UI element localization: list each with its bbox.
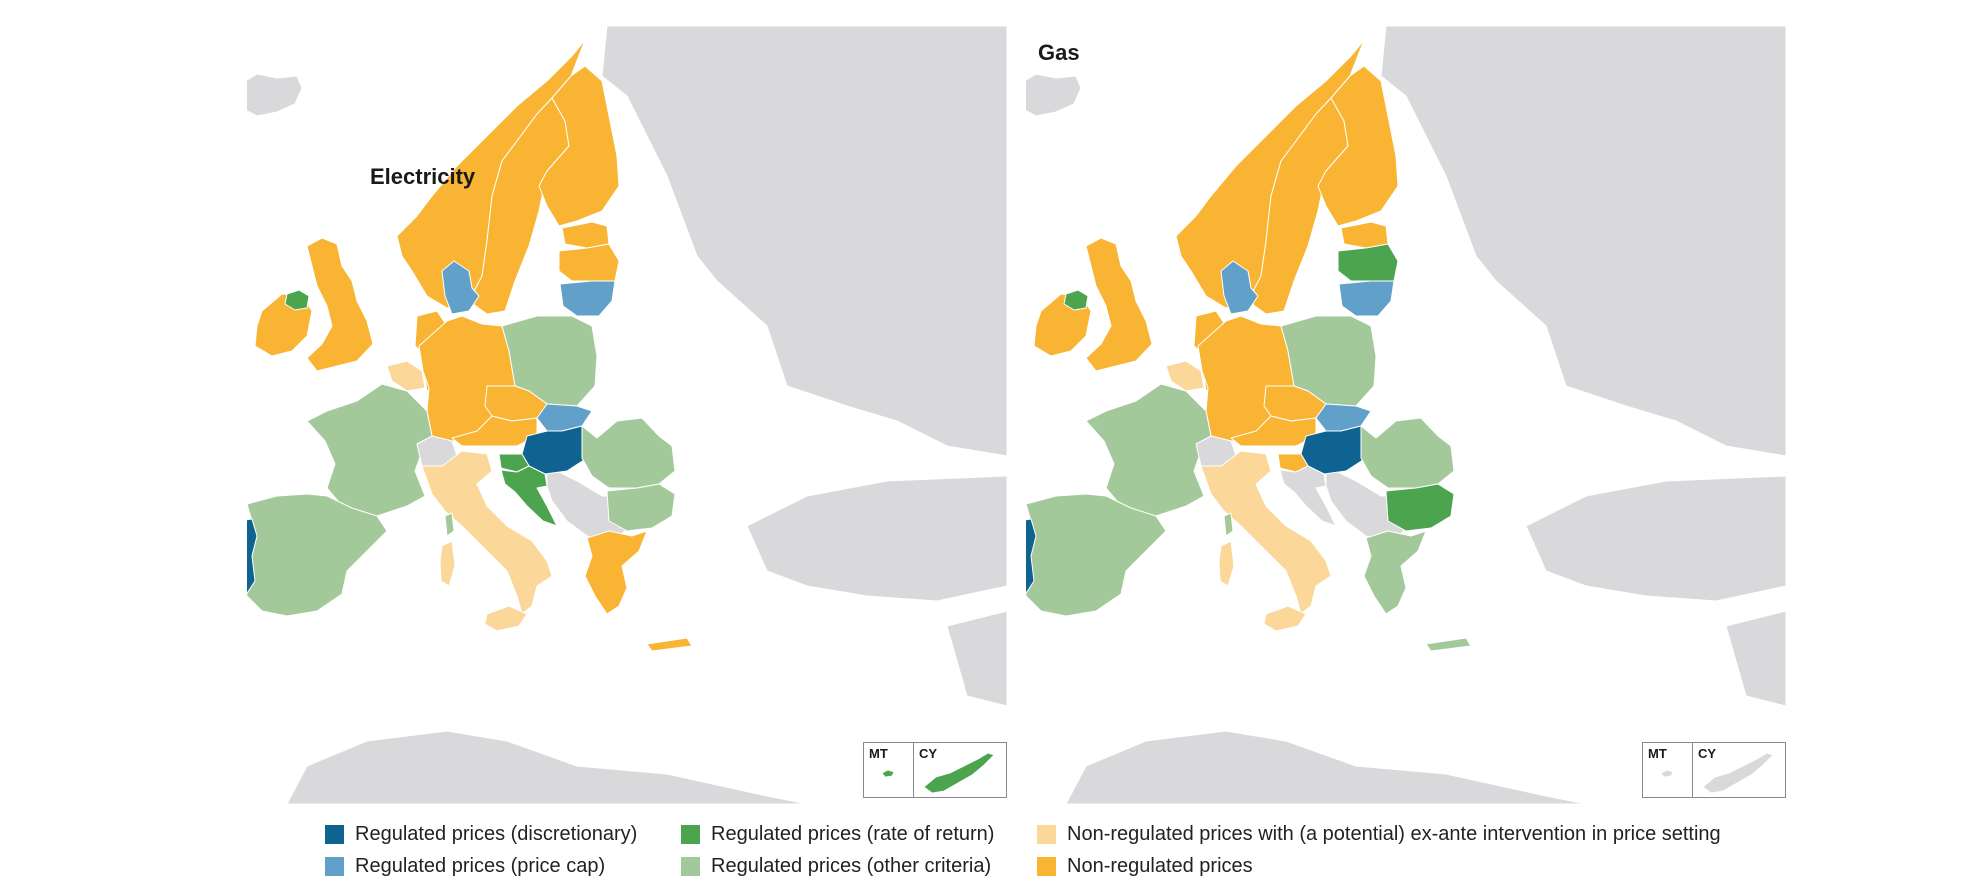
country-sard: [439, 540, 456, 587]
country-at: [1230, 415, 1317, 447]
country-crete: [1425, 637, 1472, 652]
country-es: [1026, 493, 1167, 617]
cyprus-inset-shape: [1702, 752, 1774, 794]
legend-swatch: [681, 856, 700, 876]
country-sicily: [1263, 605, 1307, 632]
country-lv: [558, 243, 620, 282]
gas-map-shapes: [1026, 26, 1786, 804]
legend-item-regulated-other-criteria: Regulated prices (other criteria): [681, 852, 991, 880]
electricity-map: Electricity MT CY: [247, 26, 1007, 804]
country-sard: [1218, 540, 1235, 587]
legend-label: Non-regulated prices with (a potential) …: [1067, 822, 1721, 845]
country-ro: [581, 417, 676, 489]
country-bg: [606, 483, 676, 532]
country-uk: [1085, 237, 1153, 372]
country-nir: [284, 289, 310, 311]
malta-inset: MT: [863, 742, 915, 798]
country-dk: [441, 260, 480, 315]
electricity-map-shapes: [247, 26, 1007, 804]
country-dk: [1220, 260, 1259, 315]
legend-swatch: [1037, 856, 1056, 876]
country-at: [451, 415, 538, 447]
malta-inset: MT: [1642, 742, 1694, 798]
malta-inset-label: MT: [869, 746, 888, 761]
gas-map: Gas MT CY: [1026, 26, 1786, 804]
country-lt: [559, 280, 616, 317]
legend-item-regulated-price-cap: Regulated prices (price cap): [325, 852, 605, 880]
legend-swatch: [681, 824, 700, 844]
country-russia: [601, 26, 1007, 457]
country-corsica: [1223, 512, 1234, 537]
cyprus-inset: CY: [1692, 742, 1786, 798]
country-sicily: [484, 605, 528, 632]
country-uk: [306, 237, 374, 372]
gas-map-title: Gas: [1038, 40, 1080, 65]
country-crete: [646, 637, 693, 652]
legend-swatch: [325, 824, 344, 844]
legend-label: Non-regulated prices: [1067, 854, 1253, 877]
country-gr: [584, 530, 648, 615]
country-corsica: [444, 512, 455, 537]
country-pt: [247, 518, 258, 595]
country-fr: [1085, 383, 1212, 519]
malta-inset-label: MT: [1648, 746, 1667, 761]
map-legend: Regulated prices (discretionary) Regulat…: [325, 820, 1725, 882]
electricity-map-title: Electricity: [370, 164, 476, 189]
cyprus-inset-label: CY: [919, 746, 938, 761]
malta-inset-shape: [1660, 769, 1674, 778]
legend-label: Regulated prices (discretionary): [355, 822, 638, 845]
legend-swatch: [325, 856, 344, 876]
country-pl: [1280, 315, 1377, 407]
country-bg: [1385, 483, 1455, 532]
legend-label: Regulated prices (rate of return): [711, 822, 995, 845]
country-fi: [1317, 65, 1399, 227]
legend-label: Regulated prices (other criteria): [711, 854, 992, 877]
country-nir: [1063, 289, 1089, 311]
country-africa: [1065, 730, 1587, 804]
country-mideast: [946, 610, 1007, 707]
country-es: [247, 493, 388, 617]
country-it: [1200, 450, 1332, 615]
cyprus-inset-label: CY: [1698, 746, 1717, 761]
legend-item-non-regulated-ex-ante: Non-regulated prices with (a potential) …: [1037, 820, 1721, 848]
country-africa: [286, 730, 808, 804]
legend-label: Regulated prices (price cap): [355, 854, 606, 877]
country-ro: [1360, 417, 1455, 489]
country-mideast: [1725, 610, 1786, 707]
legend-swatch: [1037, 824, 1056, 844]
country-pt: [1026, 518, 1037, 595]
country-hr: [1279, 465, 1337, 527]
country-russia: [1380, 26, 1786, 457]
cyprus-inset-shape: [923, 752, 995, 794]
country-ee: [1340, 221, 1389, 249]
legend-item-non-regulated: Non-regulated prices: [1037, 852, 1253, 880]
country-is: [1026, 73, 1082, 117]
country-is: [247, 73, 303, 117]
country-lt: [1338, 280, 1395, 317]
country-be: [386, 360, 426, 392]
country-it: [421, 450, 553, 615]
legend-item-regulated-rate-of-return: Regulated prices (rate of return): [681, 820, 994, 848]
country-turkey: [746, 475, 1007, 602]
cyprus-inset: CY: [913, 742, 1007, 798]
country-pl: [501, 315, 598, 407]
country-be: [1165, 360, 1205, 392]
country-fr: [306, 383, 433, 519]
country-lv: [1337, 243, 1399, 282]
legend-item-regulated-discretionary: Regulated prices (discretionary): [325, 820, 637, 848]
malta-inset-shape: [881, 769, 895, 778]
country-ee: [561, 221, 610, 249]
country-gr: [1363, 530, 1427, 615]
country-hr: [500, 465, 558, 527]
country-fi: [538, 65, 620, 227]
country-turkey: [1525, 475, 1786, 602]
